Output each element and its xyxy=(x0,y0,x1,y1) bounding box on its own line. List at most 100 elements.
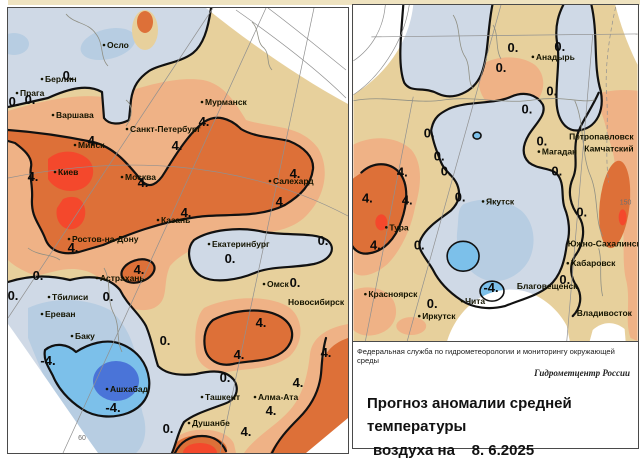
city-label: Астрахань xyxy=(100,273,145,283)
city-label: Тура xyxy=(389,222,409,232)
contour-label: 4. xyxy=(199,114,210,129)
contour-label: 4. xyxy=(290,166,301,181)
contour-label: 0. xyxy=(25,92,36,107)
contour-label: 0. xyxy=(441,163,452,178)
city-marker xyxy=(531,55,535,59)
labels-right: Анадырь Петропавловск Камчатский Магадан Яку… xyxy=(362,39,638,321)
grid-label: 60 xyxy=(78,435,86,442)
contour-label: 0. xyxy=(163,421,174,436)
city-label: Ташкент xyxy=(205,392,240,402)
contour-label: 0. xyxy=(8,288,18,303)
contour-label: 4. xyxy=(28,169,39,184)
city-marker xyxy=(481,200,485,203)
contour-lines-right xyxy=(353,5,603,318)
contour-label: 0. xyxy=(536,134,547,149)
contour-label: 0. xyxy=(318,233,329,248)
contour-label: 4. xyxy=(172,138,183,153)
forecast-title: Прогноз аномалии средней температуры воз… xyxy=(353,378,638,460)
contour-label: -4. xyxy=(483,280,498,295)
city-marker xyxy=(120,175,124,179)
city-label: Алма-Ата xyxy=(258,392,298,402)
city-label: Ашхабад xyxy=(110,384,149,394)
contour-label: -4. xyxy=(40,353,55,368)
contour-label: 4. xyxy=(321,345,332,360)
city-marker xyxy=(102,43,106,47)
left-map-panel: Осло Берлин Прага Варшава Минск Санкт-Петербу… xyxy=(7,7,349,454)
city-marker xyxy=(187,421,191,425)
city-marker xyxy=(364,292,367,296)
city-label: Москва xyxy=(125,172,156,182)
city-label: Южно-Сахалинск xyxy=(568,238,638,248)
contour-label: 0. xyxy=(434,149,445,164)
agency-name: Федеральная служба по гидрометеорологии … xyxy=(357,347,615,365)
city-label: Ростов-на-Дону xyxy=(72,234,139,244)
contour-label: 0. xyxy=(551,163,562,178)
contour-label: 4. xyxy=(293,375,304,390)
city-label: Санкт-Петербург xyxy=(130,124,201,134)
city-marker xyxy=(253,395,257,399)
contour-label: 4. xyxy=(138,175,149,190)
city-marker xyxy=(385,226,388,229)
info-box: Федеральная служба по гидрометеорологии … xyxy=(353,342,638,459)
city-label: Варшава xyxy=(56,110,94,120)
city-label: Владивосток xyxy=(577,308,633,318)
contour-label: 0. xyxy=(160,333,171,348)
city-marker xyxy=(73,143,77,147)
contour-label: 0. xyxy=(496,60,507,75)
contour-label: 0. xyxy=(427,296,438,311)
contour-label: 0. xyxy=(33,268,44,283)
contour-label: 4. xyxy=(234,347,245,362)
contour-label: -4. xyxy=(105,400,120,415)
city-label: Киев xyxy=(58,167,78,177)
city-marker xyxy=(105,387,109,391)
contour-label: 0. xyxy=(546,84,557,99)
contour-label: 0. xyxy=(220,370,231,385)
city-marker xyxy=(40,77,44,81)
city-label: Душанбе xyxy=(192,418,230,428)
right-map-panel: Анадырь Петропавловск Камчатский Магадан Яку… xyxy=(352,4,639,459)
city-marker xyxy=(537,150,541,153)
city-marker xyxy=(207,242,211,246)
city-label: Осло xyxy=(107,40,129,50)
forecast-title-line1: Прогноз аномалии средней температуры xyxy=(367,395,572,436)
city-label: Камчатский xyxy=(584,144,633,154)
contour-label: 4. xyxy=(181,205,192,220)
city-label: Хабаровск xyxy=(571,258,616,268)
right-map-wrap: Анадырь Петропавловск Камчатский Магадан Яку… xyxy=(353,5,638,342)
right-map: Анадырь Петропавловск Камчатский Магадан Яку… xyxy=(353,5,638,341)
city-label: Петропавловск xyxy=(569,132,634,142)
contour-lines-left xyxy=(8,8,333,453)
contour-label: 4. xyxy=(266,403,277,418)
city-label: Тбилиси xyxy=(52,292,88,302)
contour-label: 0. xyxy=(225,251,236,266)
city-label: Анадырь xyxy=(536,52,575,62)
contour-label: 4. xyxy=(370,237,381,252)
contour-label: 0. xyxy=(554,39,565,54)
contour-label: 0. xyxy=(424,126,435,141)
city-label: Якутск xyxy=(486,196,515,206)
city-label: Чита xyxy=(465,296,485,306)
city-marker xyxy=(268,179,272,183)
contour-label: 4. xyxy=(256,315,267,330)
city-label: Красноярск xyxy=(368,289,418,299)
city-marker xyxy=(125,127,129,131)
city-marker xyxy=(200,395,204,399)
city-marker xyxy=(156,218,160,222)
city-label: Екатеринбург xyxy=(212,239,270,249)
city-label: Омск xyxy=(267,279,290,289)
contour-label: 0. xyxy=(576,204,587,219)
city-marker xyxy=(417,314,421,318)
city-label: Новосибирск xyxy=(288,297,345,307)
city-marker xyxy=(47,295,51,299)
city-marker xyxy=(200,100,204,104)
city-label: Магадан xyxy=(542,147,577,157)
city-marker xyxy=(51,113,55,117)
contour-label: 0. xyxy=(559,272,570,287)
forecast-title-line2: воздуха на 8. 6.2025 xyxy=(373,441,535,459)
contour-label: 4. xyxy=(276,194,287,209)
contour-label: 0. xyxy=(9,94,20,109)
city-label: Казань xyxy=(161,215,190,225)
contour-label: 4. xyxy=(402,192,413,207)
